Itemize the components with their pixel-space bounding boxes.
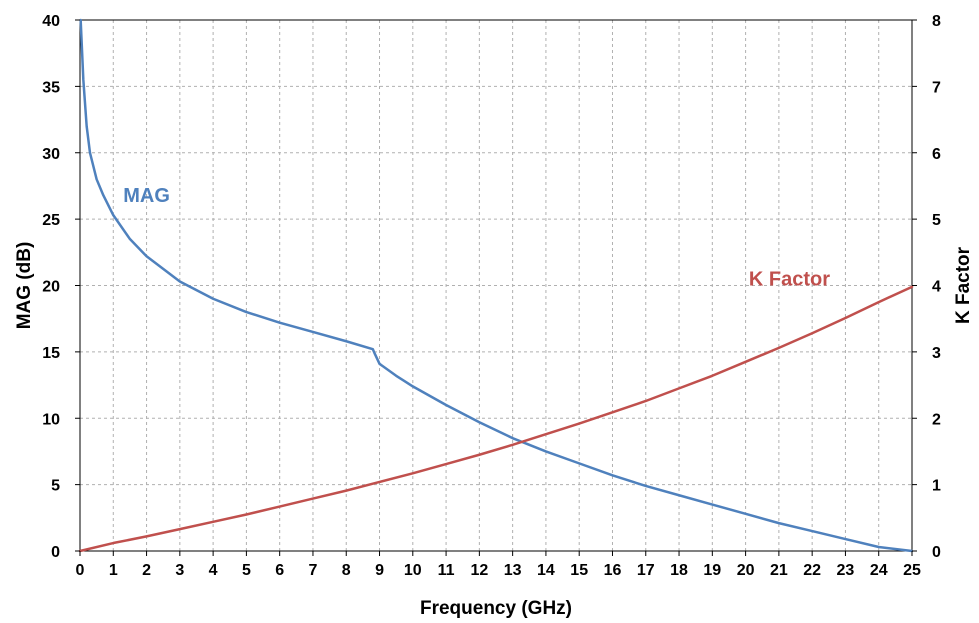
- x-tick-label: 5: [242, 562, 251, 579]
- x-tick-label: 6: [275, 562, 284, 579]
- y-left-tick-label: 25: [42, 212, 60, 229]
- x-tick-label: 14: [537, 562, 555, 579]
- series-line-mag: [79, 18, 914, 553]
- annotations: MAG K Factor: [123, 185, 830, 291]
- x-tick-label: 21: [770, 562, 788, 579]
- y-right-tick-label: 7: [932, 79, 941, 96]
- y-right-tick-label: 2: [932, 411, 941, 428]
- series-label-k-factor: K Factor: [749, 269, 830, 291]
- x-tick-label: 17: [637, 562, 655, 579]
- y-left-tick-label: 40: [42, 13, 60, 30]
- y-left-tick-label: 35: [42, 79, 60, 96]
- x-tick-label: 9: [375, 562, 384, 579]
- y-right-tick-label: 0: [932, 544, 941, 561]
- y-left-tick-label: 15: [42, 345, 60, 362]
- x-tick-label: 19: [703, 562, 721, 579]
- x-tick-label: 20: [737, 562, 755, 579]
- x-tick-label: 25: [903, 562, 921, 579]
- y-right-tick-label: 8: [932, 13, 941, 30]
- y-left-axis-title: MAG (dB): [14, 242, 35, 330]
- x-tick-label: 13: [504, 562, 522, 579]
- y-left-axis-ticks: 0 5 10 15 20 25 30 35 40: [42, 13, 80, 561]
- x-tick-label: 23: [837, 562, 855, 579]
- x-tick-label: 1: [109, 562, 118, 579]
- y-left-tick-label: 10: [42, 411, 60, 428]
- y-right-tick-label: 4: [932, 279, 941, 296]
- y-right-tick-label: 3: [932, 345, 941, 362]
- x-tick-label: 10: [404, 562, 422, 579]
- x-axis-ticks: 0 1 2 3 4 5 6 7 8 9 10 11 12 13 14 15 16 17 18 19 20 21 22 23 24…: [76, 551, 921, 579]
- y-right-tick-label: 6: [932, 146, 941, 163]
- y-left-tick-label: 5: [51, 478, 60, 495]
- x-tick-label: 16: [604, 562, 622, 579]
- series-line-k-factor: [78, 285, 914, 553]
- x-tick-label: 18: [670, 562, 688, 579]
- series-layer: [78, 18, 914, 553]
- y-right-tick-label: 5: [932, 212, 941, 229]
- x-tick-label: 7: [309, 562, 318, 579]
- x-axis-title: Frequency (GHz): [420, 598, 572, 619]
- series-label-mag: MAG: [123, 185, 170, 207]
- y-right-axis-title: K Factor: [953, 246, 974, 324]
- x-tick-label: 12: [470, 562, 488, 579]
- x-tick-label: 22: [803, 562, 821, 579]
- y-left-tick-label: 20: [42, 279, 60, 296]
- y-left-tick-label: 30: [42, 146, 60, 163]
- x-tick-label: 0: [76, 562, 85, 579]
- x-tick-label: 2: [142, 562, 151, 579]
- y-left-tick-label: 0: [51, 544, 60, 561]
- y-right-tick-label: 1: [932, 478, 941, 495]
- x-tick-label: 11: [438, 562, 455, 579]
- x-tick-label: 24: [870, 562, 888, 579]
- y-right-axis-ticks: 0 1 2 3 4 5 6 7 8: [912, 13, 941, 561]
- x-tick-label: 8: [342, 562, 351, 579]
- x-tick-label: 3: [175, 562, 184, 579]
- x-tick-label: 4: [209, 562, 218, 579]
- x-tick-label: 15: [570, 562, 588, 579]
